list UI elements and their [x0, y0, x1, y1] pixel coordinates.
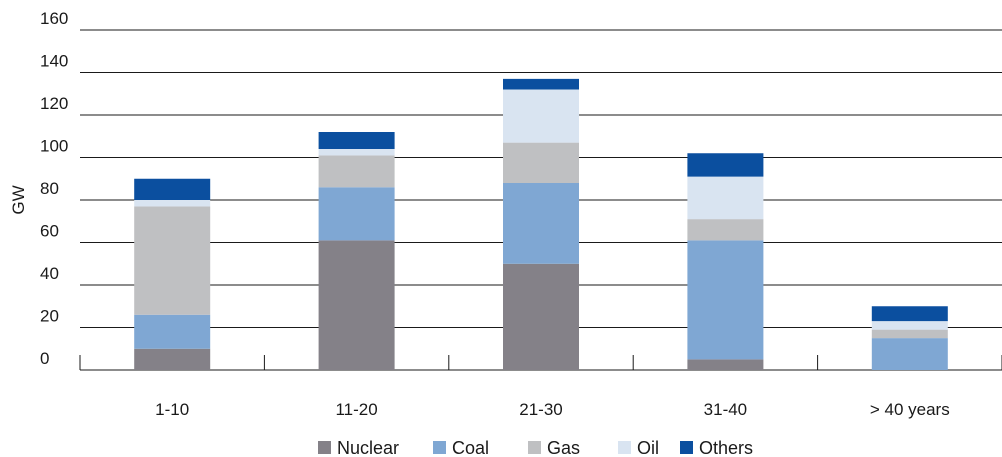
y-tick-label: 20 [40, 307, 59, 326]
y-tick-label: 80 [40, 179, 59, 198]
x-category-label: 11-20 [335, 400, 377, 419]
legend-label: Nuclear [337, 438, 399, 457]
bar-segment-oil [687, 177, 763, 220]
legend-label: Oil [637, 438, 659, 457]
x-category-label: > 40 years [870, 400, 950, 419]
bars [134, 79, 948, 370]
y-tick-label: 120 [40, 94, 68, 113]
bar-segment-gas [503, 143, 579, 183]
legend-label: Gas [547, 438, 580, 457]
y-axis-title: GW [9, 185, 28, 214]
bar-segment-gas [687, 219, 763, 240]
bar-segment-coal [503, 183, 579, 264]
y-axis-ticks: 0 20 40 60 80 100 120 140 160 [40, 9, 68, 368]
bar-segment-oil [503, 90, 579, 143]
y-tick-label: 140 [40, 52, 68, 71]
legend-label: Coal [452, 438, 489, 457]
bar-segment-nuclear [687, 359, 763, 370]
y-tick-label: 60 [40, 222, 59, 241]
legend-swatch-gas [528, 441, 541, 454]
bar-segment-others [872, 306, 948, 321]
bar-segment-oil [872, 321, 948, 330]
y-tick-label: 0 [40, 349, 49, 368]
bar-segment-gas [872, 330, 948, 339]
bar-segment-nuclear [319, 240, 395, 370]
y-tick-label: 40 [40, 264, 59, 283]
bar-segment-oil [319, 149, 395, 155]
legend-swatch-coal [433, 441, 446, 454]
bar-segment-oil [134, 200, 210, 206]
bar-segment-gas [319, 155, 395, 187]
bar-segment-coal [319, 187, 395, 240]
bar-segment-others [319, 132, 395, 149]
legend-label: Others [699, 438, 753, 457]
legend: Nuclear Coal Gas Oil Others [318, 438, 753, 457]
bar-segment-coal [872, 338, 948, 370]
bar-segment-nuclear [134, 349, 210, 370]
bar-segment-gas [134, 206, 210, 314]
bar-segment-others [134, 179, 210, 200]
x-category-label: 21-30 [519, 400, 562, 419]
legend-swatch-oil [618, 441, 631, 454]
bar-segment-nuclear [503, 264, 579, 370]
y-tick-label: 160 [40, 9, 68, 28]
bar-segment-coal [134, 315, 210, 349]
bar-segment-coal [687, 240, 763, 359]
y-tick-label: 100 [40, 137, 68, 156]
x-category-label: 1-10 [155, 400, 189, 419]
bar-segment-others [687, 153, 763, 176]
x-category-label: 31-40 [704, 400, 747, 419]
legend-swatch-nuclear [318, 441, 331, 454]
bar-segment-others [503, 79, 579, 90]
legend-swatch-others [680, 441, 693, 454]
